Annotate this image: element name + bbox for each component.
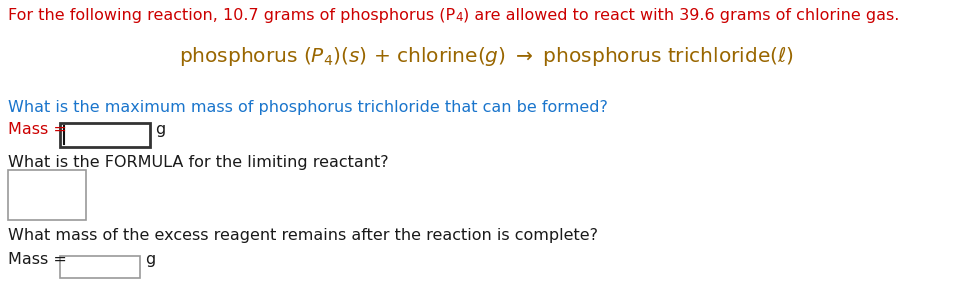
Text: 4: 4 (455, 11, 463, 24)
Text: g: g (155, 122, 165, 137)
Text: Mass =: Mass = (8, 122, 72, 137)
FancyBboxPatch shape (8, 170, 86, 220)
Text: What mass of the excess reagent remains after the reaction is complete?: What mass of the excess reagent remains … (8, 228, 598, 243)
FancyBboxPatch shape (60, 256, 140, 278)
Text: g: g (145, 252, 156, 267)
Text: What is the maximum mass of phosphorus trichloride that can be formed?: What is the maximum mass of phosphorus t… (8, 100, 608, 115)
Text: ) are allowed to react with 39.6 grams of chlorine gas.: ) are allowed to react with 39.6 grams o… (463, 8, 899, 23)
Text: phosphorus $(P_4)(s)$ + chlorine$(g)$ $\rightarrow$ phosphorus trichloride$(\ell: phosphorus $(P_4)(s)$ + chlorine$(g)$ $\… (179, 45, 793, 68)
Text: Mass =: Mass = (8, 252, 72, 267)
Text: For the following reaction, 10.7 grams of phosphorus (P: For the following reaction, 10.7 grams o… (8, 8, 455, 23)
Text: What is the FORMULA for the limiting reactant?: What is the FORMULA for the limiting rea… (8, 155, 389, 170)
FancyBboxPatch shape (60, 123, 150, 147)
